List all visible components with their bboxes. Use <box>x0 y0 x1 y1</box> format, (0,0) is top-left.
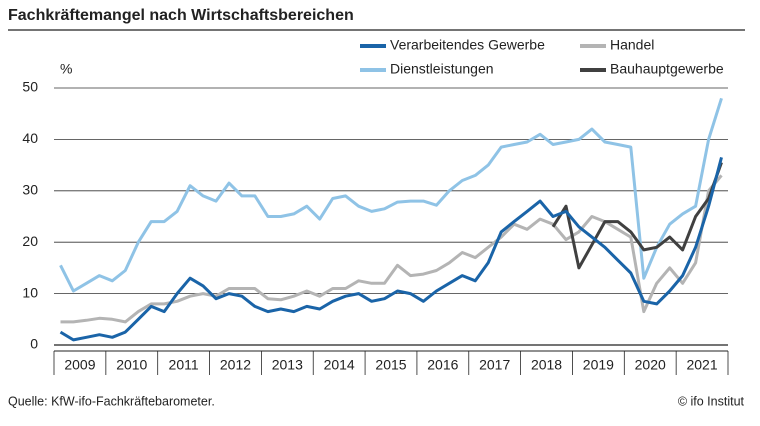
series-line <box>59 97 723 293</box>
legend-label: Dienstleistungen <box>390 61 494 77</box>
source: Quelle: KfW-ifo-Fachkräftebarometer. <box>8 394 215 408</box>
x-tick-label: 2020 <box>635 357 666 373</box>
y-tick-label: 20 <box>22 233 38 249</box>
x-tick-label: 2017 <box>479 357 510 373</box>
legend-label: Bauhauptgewerbe <box>610 61 724 77</box>
y-tick-label: 0 <box>30 336 38 352</box>
grid: 0 10 20 30 40 50 2009 2010 2011 2012 2013 2014 2015 2… <box>22 79 729 375</box>
x-tick-label: 2012 <box>220 357 251 373</box>
x-tick-label: 2011 <box>169 357 199 373</box>
x-tick-label: 2009 <box>64 357 95 373</box>
lines <box>59 97 723 342</box>
x-tick-label: 2018 <box>531 357 562 373</box>
y-tick-label: 10 <box>22 284 38 300</box>
x-tick-label: 2015 <box>375 357 406 373</box>
series-line <box>59 157 723 342</box>
chart-title: Fachkräftemangel nach Wirtschaftsbereich… <box>8 7 354 24</box>
legend-label: Handel <box>610 37 654 53</box>
legend-label: Verarbeitendes Gewerbe <box>390 37 545 53</box>
x-tick-label: 2016 <box>427 357 458 373</box>
y-tick-label: 40 <box>22 130 38 146</box>
legend: Verarbeitendes Gewerbe Handel Dienstleistu… <box>360 37 724 77</box>
series-line <box>551 161 723 270</box>
copyright: © ifo Institut <box>678 394 745 408</box>
y-tick-label: 50 <box>22 79 38 95</box>
x-tick-label: 2013 <box>272 357 303 373</box>
x-tick-label: 2021 <box>686 357 717 373</box>
y-axis-label: % <box>60 61 72 77</box>
y-tick-label: 30 <box>22 182 38 198</box>
x-tick-label: 2014 <box>324 357 355 373</box>
x-tick-label: 2010 <box>116 357 147 373</box>
x-tick-label: 2019 <box>583 357 614 373</box>
